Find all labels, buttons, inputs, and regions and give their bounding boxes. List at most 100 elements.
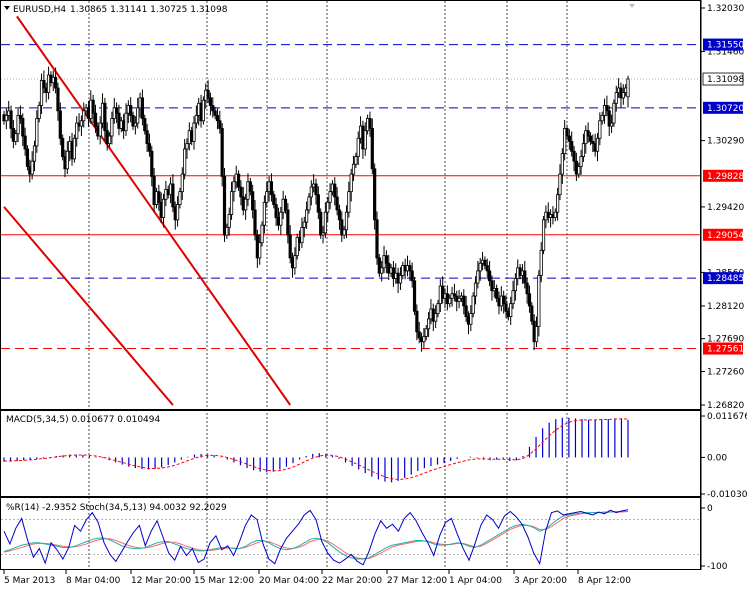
candle-body — [136, 107, 140, 124]
oscillator-header: %R(14) -2.9352 Stoch(34,5,13) 94.0032 92… — [6, 503, 227, 513]
candle-body — [293, 255, 297, 269]
candle-body — [527, 293, 532, 307]
candle-body — [586, 130, 590, 137]
candle-body — [537, 275, 541, 327]
candle-body — [349, 173, 353, 193]
candle-body — [201, 99, 205, 122]
candle-body — [229, 191, 234, 215]
candle-body — [424, 328, 428, 337]
candle-body — [530, 305, 534, 322]
candle-body — [595, 137, 600, 152]
candle-body — [145, 130, 149, 145]
candle-body — [607, 110, 611, 127]
last-price-tag-box — [702, 72, 744, 86]
candle-body — [253, 209, 257, 236]
candle-body — [462, 295, 466, 307]
candle-body — [46, 74, 51, 93]
stoch-main-line — [3, 510, 628, 560]
candle-body — [581, 143, 586, 157]
candle-body — [335, 196, 339, 211]
candle-body — [133, 122, 137, 127]
candle-body — [75, 122, 79, 139]
level-tag-box — [703, 272, 743, 285]
candle-body — [213, 110, 217, 116]
candle-body — [215, 115, 220, 122]
time-tick-label: 20 Mar 04:00 — [259, 576, 319, 586]
candle-body — [605, 105, 609, 112]
dropdown-triangle-icon[interactable] — [4, 6, 10, 10]
candle-body — [621, 92, 625, 99]
candle-body — [614, 92, 618, 104]
candle-body — [577, 166, 581, 175]
candle-body — [30, 160, 34, 175]
osc-tick-label: -100 — [707, 562, 728, 572]
price-tick-label: 1.28120 — [707, 302, 744, 312]
candle-body — [140, 97, 145, 119]
candle-body — [328, 191, 332, 203]
candle-body — [227, 214, 231, 228]
symbol-header: EURUSD,H4 1.30865 1.31141 1.30725 1.3109… — [4, 5, 228, 15]
candle-body — [211, 105, 215, 112]
candle-body — [523, 270, 527, 284]
candle-body — [448, 297, 452, 305]
macd-tick-label: 0.00 — [707, 453, 727, 463]
candle-body — [384, 255, 388, 264]
price-tick-label: 1.27690 — [707, 335, 744, 345]
candle-body — [236, 173, 241, 188]
candle-body — [302, 221, 306, 228]
candle-body — [79, 120, 84, 127]
candle-body — [152, 176, 156, 205]
time-tick-label: 1 Apr 04:00 — [449, 576, 502, 586]
candle-body — [457, 297, 461, 302]
candle-body — [464, 305, 468, 318]
candle-body — [171, 183, 175, 208]
candle-body — [98, 122, 102, 137]
candle-body — [351, 163, 356, 175]
level-tag-box — [703, 101, 743, 114]
candle-body — [93, 112, 98, 127]
candle-body — [478, 262, 482, 272]
candle-body — [91, 99, 95, 114]
candle-body — [251, 191, 255, 211]
candle-body — [178, 191, 182, 205]
candle-body — [307, 196, 311, 211]
macd-histogram — [3, 417, 629, 483]
candle-body — [192, 122, 196, 142]
candle-body — [511, 290, 515, 305]
candle-body — [131, 115, 135, 127]
time-scale: 5 Mar 2013 8 Mar 04:00 12 Mar 20:00 15 Mar … — [3, 570, 631, 586]
trendlines — [3, 15, 292, 406]
time-tick-label: 22 Mar 20:00 — [322, 576, 382, 586]
candle-body — [563, 127, 567, 154]
time-tick-label: 8 Mar 04:00 — [66, 576, 121, 586]
candle-body — [326, 201, 330, 213]
candle-body — [314, 183, 318, 196]
chart-shift-marker-icon[interactable] — [629, 4, 635, 8]
candle-body — [175, 204, 180, 221]
candle-body — [18, 115, 23, 119]
candle-body — [56, 87, 60, 112]
candles — [2, 66, 630, 352]
candle-body — [368, 118, 372, 129]
candle-body — [417, 331, 421, 339]
time-tick-label: 27 Mar 12:00 — [387, 576, 447, 586]
level-tag-label: 1.31550 — [707, 41, 744, 51]
candle-body — [260, 224, 264, 244]
price-tick-label: 1.27260 — [707, 367, 744, 377]
candle-body — [222, 176, 227, 236]
candle-body — [265, 191, 269, 203]
candle-body — [262, 201, 266, 226]
candle-body — [473, 282, 478, 297]
candle-body — [570, 140, 574, 152]
candle-body — [504, 303, 508, 312]
candle-body — [612, 102, 616, 124]
candle-body — [288, 234, 292, 259]
level-tag-label: 1.27561 — [707, 345, 744, 355]
level-labels: 1.31550 1.30720 1.29828 1.29054 1.28485 1.275… — [702, 38, 744, 355]
candle-body — [502, 295, 506, 305]
time-tick-label: 15 Mar 12:00 — [194, 576, 254, 586]
candle-body — [124, 112, 128, 132]
candle-body — [115, 107, 119, 114]
